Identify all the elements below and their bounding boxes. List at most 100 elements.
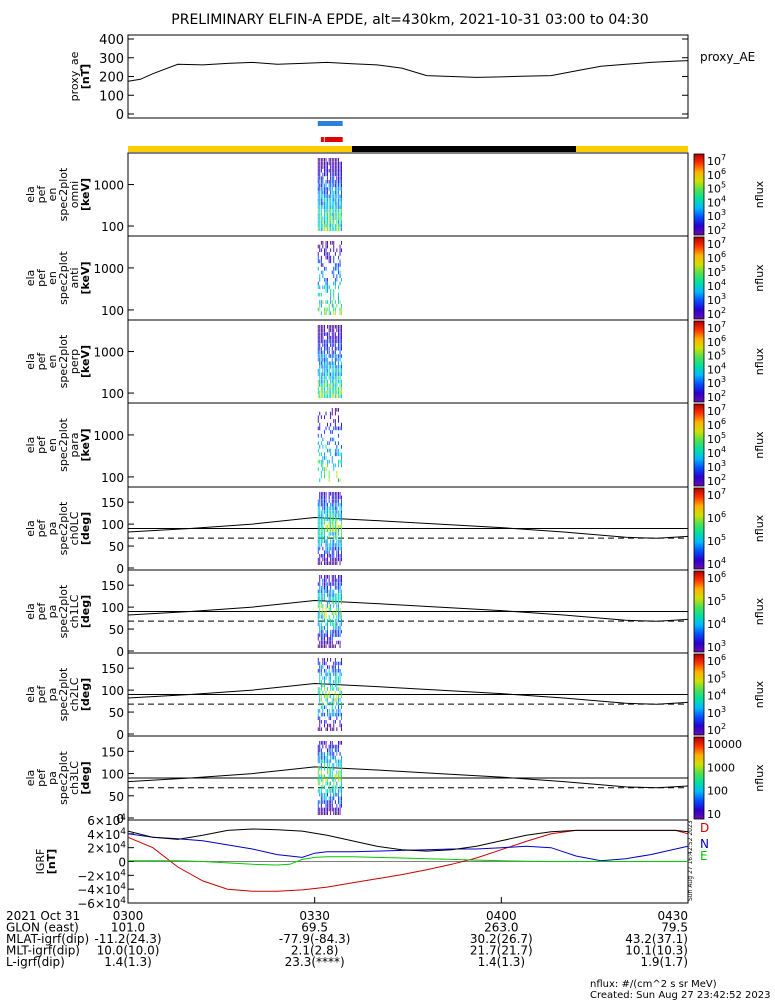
spectrogram-cell bbox=[330, 586, 332, 590]
spectrogram-cell bbox=[331, 411, 333, 416]
spectrogram-cell bbox=[333, 183, 335, 188]
spectrogram-cell bbox=[331, 669, 333, 673]
spectrogram-cell bbox=[339, 506, 341, 511]
spectrogram-cell bbox=[338, 709, 339, 713]
spectrogram-cell bbox=[339, 372, 341, 376]
spectrogram-cell bbox=[322, 379, 324, 384]
spectrogram-cell bbox=[328, 227, 330, 231]
spectrogram-cell bbox=[334, 212, 336, 217]
spectrogram-cell bbox=[328, 194, 330, 199]
spectrogram-cell bbox=[334, 528, 336, 533]
spectrogram-cell bbox=[328, 600, 330, 605]
spectrogram-cell bbox=[333, 633, 335, 637]
spectrogram-cell bbox=[336, 532, 338, 536]
spectrogram-cell bbox=[339, 263, 341, 267]
spectrogram-cell bbox=[336, 266, 338, 271]
spectrogram-cell bbox=[320, 354, 322, 358]
spectrogram-cell bbox=[324, 705, 325, 710]
spectrogram-cell bbox=[324, 168, 325, 173]
spectrogram-cell bbox=[338, 198, 339, 202]
xaxis-value: 263.0 bbox=[484, 921, 518, 935]
spectrogram-cell bbox=[317, 748, 319, 753]
spectrogram-cell bbox=[324, 311, 325, 315]
spectrogram-cell bbox=[328, 807, 330, 812]
spectrogram-cell bbox=[331, 766, 333, 771]
spectrogram-cell bbox=[339, 561, 341, 565]
colorbar bbox=[693, 653, 705, 736]
spectrogram-cell bbox=[325, 241, 327, 245]
spectrogram-cell bbox=[320, 415, 322, 420]
spectrogram-cell bbox=[333, 763, 335, 767]
spectrogram-cell bbox=[336, 201, 338, 206]
spectrogram-cell bbox=[325, 339, 327, 344]
spectrogram-cell bbox=[341, 803, 342, 808]
series-line-E bbox=[128, 856, 688, 866]
spectrogram-cell bbox=[331, 546, 333, 551]
spectrogram-cell bbox=[319, 506, 321, 511]
spectrogram-cell bbox=[324, 687, 325, 691]
spectrogram-cell bbox=[330, 694, 332, 699]
spectrogram-cell bbox=[322, 629, 324, 634]
spectrogram-cell bbox=[334, 502, 336, 507]
spectrogram-cell bbox=[341, 535, 342, 540]
spectrogram-cell bbox=[317, 582, 319, 586]
spectrogram-cell bbox=[320, 554, 322, 558]
spectrogram-cell bbox=[330, 800, 332, 804]
spectrogram-cell bbox=[328, 332, 330, 336]
xaxis-value: 1.4(1.3) bbox=[104, 955, 152, 969]
spectrogram-cell bbox=[320, 259, 322, 264]
spectrogram-cell bbox=[341, 701, 342, 706]
spectrogram-cell bbox=[334, 346, 336, 351]
spectrogram-cell bbox=[338, 524, 339, 529]
spectrogram-cell bbox=[341, 778, 342, 782]
spectrogram-cell bbox=[319, 800, 321, 804]
spectrogram-cell bbox=[341, 792, 342, 797]
spectrogram-cell bbox=[325, 252, 327, 256]
spectrogram-cell bbox=[324, 800, 325, 804]
spectrogram-cell bbox=[339, 383, 341, 387]
spectrogram-cell bbox=[324, 158, 325, 162]
spectrogram-cell bbox=[338, 296, 339, 301]
spectrogram-cell bbox=[341, 212, 342, 217]
spectrogram-cell bbox=[327, 394, 328, 398]
spectrogram-cell bbox=[328, 796, 330, 801]
spectrogram-cell bbox=[317, 216, 319, 220]
spectrogram-cell bbox=[319, 499, 321, 503]
spectrogram-cell bbox=[317, 807, 319, 812]
spectrogram-cell bbox=[338, 415, 339, 420]
spectrogram-cell bbox=[339, 270, 341, 275]
spectrogram-cell bbox=[341, 741, 342, 745]
spectrogram-cell bbox=[334, 168, 336, 173]
y-label-line: ela bbox=[24, 686, 37, 703]
spectrogram-cell bbox=[317, 528, 319, 533]
spectrogram-cell bbox=[330, 248, 332, 253]
spectrogram-cell bbox=[331, 510, 333, 514]
spectrogram-cell bbox=[330, 212, 332, 217]
y-tick-label: 100 bbox=[101, 387, 124, 401]
spectrogram-cell bbox=[319, 248, 321, 253]
spectrogram-cell bbox=[328, 803, 330, 808]
spectrogram-cell bbox=[327, 723, 328, 728]
spectrogram-cell bbox=[341, 168, 342, 173]
spectrogram-cell bbox=[336, 383, 338, 387]
spectrogram-cell bbox=[322, 274, 324, 278]
spectrogram-cell bbox=[333, 176, 335, 180]
y-label-line: spec2plot bbox=[57, 751, 70, 805]
spectrogram-cell bbox=[339, 803, 341, 808]
spectrogram-cell bbox=[319, 158, 321, 162]
spectrogram-cell bbox=[322, 383, 324, 387]
spectrogram-cell bbox=[334, 596, 336, 601]
spectrogram-cell bbox=[324, 172, 325, 177]
spectrogram-cell bbox=[320, 622, 322, 627]
spectrogram-cell bbox=[324, 430, 325, 434]
spectrogram-cell bbox=[336, 165, 338, 169]
spectrogram-cell bbox=[324, 637, 325, 641]
spectrogram-cell bbox=[334, 307, 336, 312]
xaxis-value: 0430 bbox=[657, 909, 688, 923]
spectrogram-cell bbox=[339, 698, 341, 702]
spectrogram-cell bbox=[327, 307, 328, 312]
spectrogram-cell bbox=[334, 198, 336, 202]
spectrogram-cell bbox=[331, 698, 333, 702]
spectrogram-cell bbox=[320, 528, 322, 533]
spectrogram-cell bbox=[330, 803, 332, 808]
